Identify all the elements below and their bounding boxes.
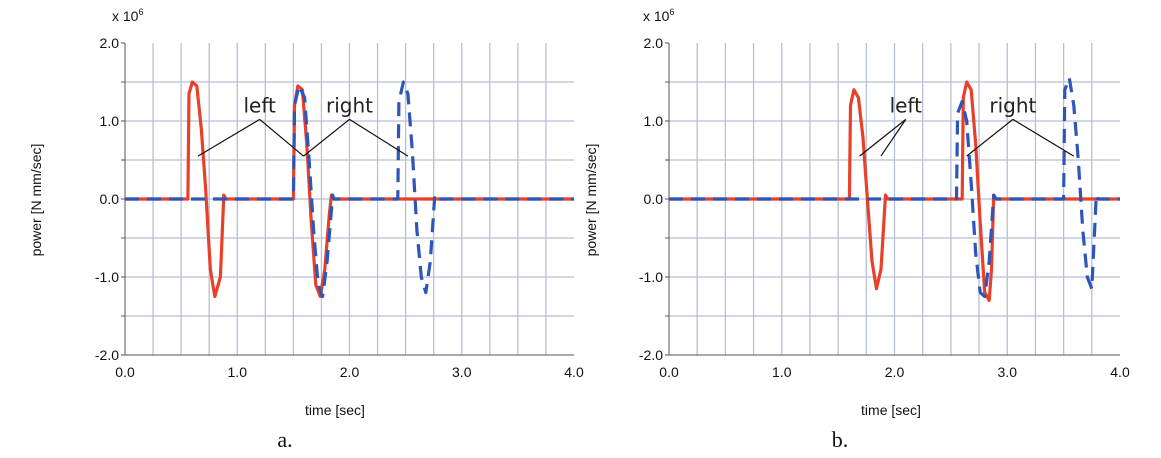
annotation-leader-line (197, 118, 261, 157)
y-tick-label: -1.0 (95, 269, 119, 285)
y-tick-label: 1.0 (100, 113, 120, 129)
annotation-leader-line (259, 118, 304, 157)
series-line-right (125, 80, 574, 299)
panel-label: a. (277, 427, 292, 452)
annotation-leader-line (303, 118, 350, 157)
annotation-leader-line (966, 118, 1014, 157)
chart-panel-b: x 106 power [N mm/sec] time [sec] b. 0.0… (583, 7, 1130, 452)
x-tick-label: 0.0 (659, 364, 679, 380)
y-tick-label: -1.0 (639, 269, 663, 285)
x-tick-label: 3.0 (998, 364, 1018, 380)
y-tick-label: -2.0 (95, 347, 119, 363)
annotation-leader-line (1012, 118, 1075, 157)
y-axis-label: power [N mm/sec] (28, 144, 44, 257)
x-axis-label: time [sec] (305, 402, 365, 418)
chart-panel-a: x 106 power [N mm/sec] time [sec] a. 0.0… (28, 7, 584, 452)
x-tick-label: 3.0 (452, 364, 472, 380)
x-tick-label: 1.0 (228, 364, 248, 380)
y-axis-label: power [N mm/sec] (583, 144, 599, 257)
y-tick-label: 1.0 (644, 113, 664, 129)
x-tick-label: 2.0 (340, 364, 360, 380)
x-tick-label: 4.0 (1110, 364, 1130, 380)
x-tick-label: 2.0 (885, 364, 905, 380)
annotation-leader-line (859, 118, 907, 157)
y-tick-label: 0.0 (100, 191, 120, 207)
x-tick-label: 4.0 (564, 364, 584, 380)
annotation-leader-line (880, 119, 907, 157)
x-tick-label: 1.0 (772, 364, 792, 380)
annotation-left: left (890, 93, 923, 117)
y-tick-label: -2.0 (639, 347, 663, 363)
x-tick-label: 0.0 (115, 364, 135, 380)
annotation-left: left (243, 93, 276, 117)
y-tick-label: 0.0 (644, 191, 664, 207)
y-tick-label: 2.0 (100, 35, 120, 51)
series-line-left (125, 80, 574, 299)
scale-factor-label: x 106 (112, 7, 143, 24)
y-tick-label: 2.0 (644, 35, 664, 51)
annotation-leader-line (349, 118, 409, 157)
x-axis-label: time [sec] (861, 402, 921, 418)
series-line-right (669, 76, 1120, 299)
annotation-right: right (326, 93, 373, 117)
scale-factor-label: x 106 (643, 7, 674, 24)
panel-label: b. (832, 427, 849, 452)
annotation-right: right (989, 93, 1036, 117)
